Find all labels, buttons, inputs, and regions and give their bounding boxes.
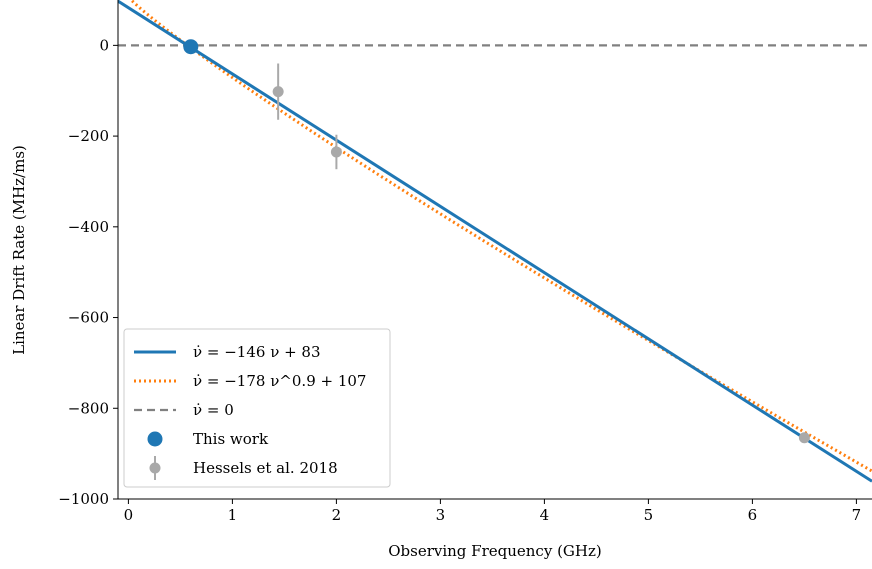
x-tick-label-1: 1 [228, 506, 238, 524]
points-layer [183, 39, 810, 444]
x-tick-label-7: 7 [852, 506, 862, 524]
legend-label-linear-fit: ν̇ = −146 ν + 83 [193, 343, 321, 361]
legend: ν̇ = −146 ν + 83 ν̇ = −178 ν^0.9 + 107 ν… [123, 328, 391, 488]
x-tick-label-2: 2 [332, 506, 342, 524]
y-tick-label-2: −400 [68, 218, 109, 236]
hessels-point-1 [330, 146, 342, 158]
y-tick-label-3: −600 [68, 309, 109, 327]
y-tick-label-0: 0 [99, 36, 109, 54]
x-tick-label-0: 0 [124, 506, 134, 524]
lines-layer [118, 0, 872, 483]
plot-area [118, 0, 872, 483]
this-work-point-0 [183, 39, 199, 55]
x-tick-label-6: 6 [748, 506, 758, 524]
power-fit-line [129, 0, 872, 473]
legend-label-hessels: Hessels et al. 2018 [193, 459, 338, 477]
linear-fit-line [118, 0, 872, 483]
y-tick-label-1: −200 [68, 127, 109, 145]
legend-label-zero-line: ν̇ = 0 [193, 401, 234, 419]
legend-label-power-fit: ν̇ = −178 ν^0.9 + 107 [193, 372, 366, 390]
x-tick-label-3: 3 [436, 506, 446, 524]
y-axis-label: Linear Drift Rate (MHz/ms) [10, 145, 28, 355]
y-tick-label-5: −1000 [58, 490, 109, 508]
legend-marker-this-work [147, 431, 163, 447]
legend-label-this-work: This work [193, 430, 269, 448]
axes-layer [117, 0, 872, 500]
legend-frame [123, 328, 391, 488]
hessels-point-2 [798, 432, 810, 444]
x-tick-label-4: 4 [540, 506, 550, 524]
legend-marker-hessels [149, 462, 161, 474]
x-tick-label-5: 5 [644, 506, 654, 524]
hessels-point-0 [272, 86, 284, 98]
y-tick-label-4: −800 [68, 399, 109, 417]
x-axis-label: Observing Frequency (GHz) [388, 542, 602, 560]
ticks-layer: 0 1 2 3 4 5 6 7 0 −200 −400 −600 −800 −1000 [58, 36, 861, 524]
